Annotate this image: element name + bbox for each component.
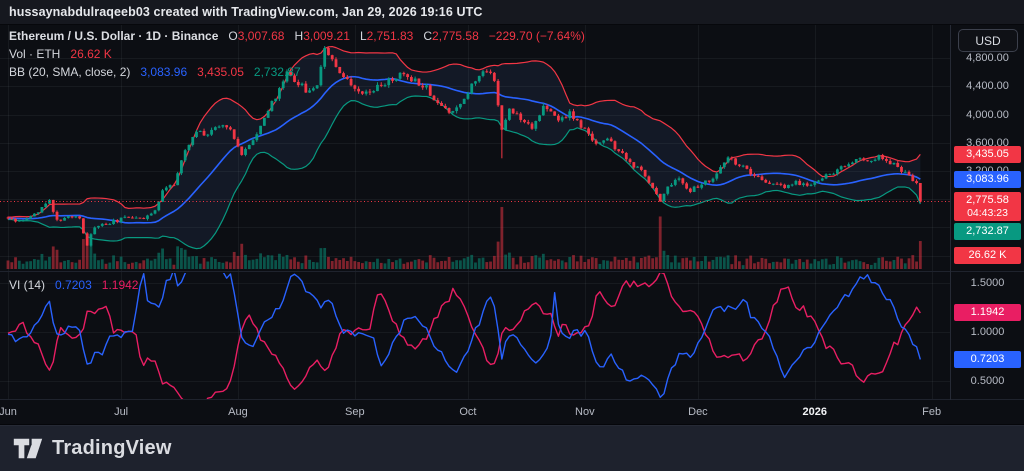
price-tick-label: 4,800.00 <box>966 52 1009 64</box>
currency-toggle-button[interactable]: USD <box>958 29 1018 52</box>
volume-label: Vol · ETH <box>9 47 61 61</box>
volume-value: 26.62 K <box>70 47 112 61</box>
attribution-text: hussaynabdulraqeeb03 created with Tradin… <box>9 5 483 19</box>
vi-tick-label: 1.0000 <box>970 326 1005 338</box>
price-badge-bb-lower: 2,732.87 <box>954 222 1021 240</box>
low-label: L <box>359 29 367 43</box>
bb-upper-value: 3,435.05 <box>197 65 244 79</box>
price-badge-last-price: 2,775.58 04:43:23 <box>954 191 1021 221</box>
price-badge-volume: 26.62 K <box>954 246 1021 264</box>
price-axis[interactable]: USD 4,800.004,400.004,000.003,600.003,20… <box>950 25 1024 400</box>
price-chart-canvas[interactable] <box>0 25 950 400</box>
vi-badge-vi-plus: 0.7203 <box>954 350 1021 368</box>
vi-badge-vi-minus: 1.1942 <box>954 304 1021 322</box>
time-axis-label-jul: Jul <box>114 406 129 418</box>
vi-minus-value: 1.1942 <box>101 278 139 292</box>
time-axis-label-oct: Oct <box>459 406 477 418</box>
footer-bar: TradingView <box>0 425 1024 471</box>
time-axis-label-sep: Sep <box>345 406 365 418</box>
low-value: 2,751.83 <box>366 29 414 43</box>
bb-label: BB (20, SMA, close, 2) <box>9 65 131 79</box>
symbol-title: Ethereum / U.S. Dollar · 1D · Binance <box>9 29 219 43</box>
bb-basis-value: 3,083.96 <box>140 65 188 79</box>
symbol-legend-row: Ethereum / U.S. Dollar · 1D · Binance O3… <box>9 29 585 43</box>
time-axis[interactable]: Jun Jul Aug Sep Oct Nov Dec 2026 Feb <box>0 400 950 425</box>
vi-plus-value: 0.7203 <box>55 278 92 292</box>
tradingview-logo-icon[interactable] <box>13 437 43 460</box>
bb-legend-row: BB (20, SMA, close, 2) 3,083.96 3,435.05… <box>9 65 301 79</box>
vi-legend-row: VI (14) 0.7203 1.1942 <box>9 278 138 292</box>
pane-separator[interactable] <box>0 271 1024 272</box>
attribution-bar: hussaynabdulraqeeb03 created with Tradin… <box>0 0 1024 25</box>
price-badge-bb-upper: 3,435.05 <box>954 145 1021 163</box>
vi-tick-label: 0.5000 <box>970 375 1005 387</box>
open-label: O <box>228 29 238 43</box>
high-value: 3,009.21 <box>303 29 350 43</box>
time-axis-label-nov: Nov <box>575 406 595 418</box>
volume-legend-row: Vol · ETH 26.62 K <box>9 47 112 61</box>
price-tick-label: 4,400.00 <box>966 80 1009 93</box>
close-value: 2,775.58 <box>432 29 479 43</box>
price-badge-bb-basis: 3,083.96 <box>954 170 1021 188</box>
vi-label: VI (14) <box>9 278 46 292</box>
tradingview-wordmark[interactable]: TradingView <box>52 437 172 459</box>
time-axis-label-feb: Feb <box>922 406 942 418</box>
change-value: −229.70 (−7.64%) <box>488 29 585 43</box>
bb-lower-value: 2,732.87 <box>253 65 301 79</box>
high-label: H <box>294 29 304 43</box>
price-tick-label: 4,000.00 <box>966 108 1009 121</box>
price-tick-label: 3,600.00 <box>966 136 1009 149</box>
vi-tick-label: 1.5000 <box>970 277 1005 289</box>
time-axis-label-2026: 2026 <box>802 406 828 418</box>
time-axis-label-aug: Aug <box>228 406 248 418</box>
open-value: 3,007.68 <box>237 29 285 43</box>
close-label: C <box>423 29 433 43</box>
time-axis-label-jun: Jun <box>0 406 17 418</box>
time-axis-label-dec: Dec <box>688 406 708 418</box>
time-axis-separator <box>0 399 1024 400</box>
